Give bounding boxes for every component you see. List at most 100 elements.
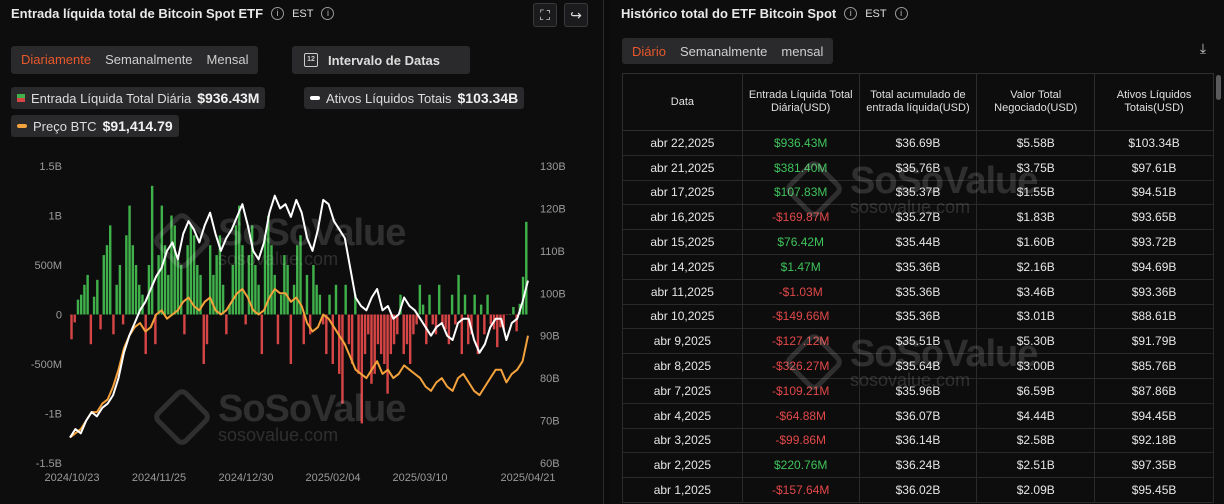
inflow-bar xyxy=(99,314,102,330)
inflow-bar xyxy=(502,314,505,330)
tab-weekly[interactable]: Semanalmente xyxy=(679,44,768,59)
cell-date: abr 8,2025 xyxy=(622,353,743,379)
inflow-bar xyxy=(150,185,154,315)
inflow-bar xyxy=(186,245,189,315)
inflow-bar xyxy=(476,314,480,355)
table-row: abr 2,2025 $220.76M $36.24B $2.51B $97.35B xyxy=(622,452,1214,479)
inflow-bar xyxy=(170,215,173,315)
inflow-bar xyxy=(83,284,86,315)
info-icon[interactable]: i xyxy=(844,7,858,20)
inflow-bar xyxy=(270,245,273,315)
inflow-bar xyxy=(415,314,418,325)
tab-daily[interactable]: Diariamente xyxy=(21,52,92,67)
inflow-bar xyxy=(86,274,89,315)
cell-assets: $88.61B xyxy=(1094,304,1214,330)
tab-weekly[interactable]: Semanalmente xyxy=(105,52,193,67)
cell-date: abr 3,2025 xyxy=(622,428,743,454)
cell-date: abr 17,2025 xyxy=(622,180,743,206)
inflow-bar xyxy=(408,314,412,364)
inflow-bar xyxy=(134,265,138,315)
inflow-bar xyxy=(163,245,167,315)
inflow-bar xyxy=(402,314,405,355)
header-value-traded[interactable]: Valor Total Negociado(USD) xyxy=(976,73,1096,131)
cell-traded: $2.58B xyxy=(976,428,1096,454)
cell-daily-inflow: -$1.03M xyxy=(741,279,860,305)
inflow-bar xyxy=(321,314,325,325)
inflow-bar xyxy=(347,314,351,345)
legend-inflow[interactable]: Entrada Líquida Total Diária $936.43M xyxy=(11,87,266,109)
legend-assets[interactable]: Ativos Líquidos Totais $103.34B xyxy=(304,87,525,109)
inflow-bar xyxy=(508,314,512,315)
inflow-bar xyxy=(344,284,347,315)
tab-monthly[interactable]: mensal xyxy=(781,44,824,59)
right-axis-tick-label: 60B xyxy=(540,458,560,470)
table-row: abr 17,2025 $107.83M $35.37B $1.55B $94.51B xyxy=(622,180,1214,206)
cell-date: abr 9,2025 xyxy=(622,328,743,355)
inflow-chart[interactable]: 1.5B 1B 500M 0 -500M -1B -1.5B 130B 120B 110B 100B… xyxy=(0,150,604,504)
cell-cumulative: $36.07B xyxy=(858,403,978,429)
cell-daily-inflow: $936.43M xyxy=(741,130,860,156)
header-date[interactable]: Data xyxy=(622,73,743,131)
legend-btc[interactable]: Preço BTC $91,414.79 xyxy=(11,115,179,137)
cell-cumulative: $35.76B xyxy=(858,155,978,181)
inflow-bar xyxy=(405,314,409,345)
cell-assets: $94.45B xyxy=(1094,403,1214,429)
inflow-bar xyxy=(479,304,483,315)
table-scrollbar[interactable] xyxy=(1216,75,1221,100)
inflow-bar xyxy=(228,304,231,315)
inflow-bar xyxy=(431,314,434,325)
inflow-bar xyxy=(392,314,396,345)
table-row: abr 10,2025 -$149.66M $35.36B $3.01B $88.61B xyxy=(622,304,1214,330)
left-axis-tick-label: 1B xyxy=(49,211,62,223)
header-daily-inflow[interactable]: Entrada Líquida Total Diária(USD) xyxy=(741,73,860,131)
inflow-bar xyxy=(260,314,264,355)
cell-cumulative: $35.36B xyxy=(858,304,978,330)
x-axis-tick-label: 2024/10/23 xyxy=(44,472,99,484)
share-icon[interactable]: ↪ xyxy=(564,3,588,27)
inflow-bar xyxy=(334,284,338,315)
inflow-bar xyxy=(373,314,376,374)
cell-daily-inflow: -$99.86M xyxy=(741,428,860,454)
table-row: abr 7,2025 -$109.21M $35.96B $6.59B $87.86B xyxy=(622,378,1214,404)
inflow-bar xyxy=(73,314,76,323)
date-range-label: Intervalo de Datas xyxy=(328,52,440,68)
inflow-bar xyxy=(367,314,370,335)
cell-cumulative: $35.36B xyxy=(858,254,978,280)
inflow-bar xyxy=(399,294,402,315)
inflow-bar xyxy=(273,274,276,315)
cell-assets: $93.65B xyxy=(1094,204,1214,231)
inflow-bar xyxy=(499,314,502,328)
inflow-bar xyxy=(218,235,222,315)
timezone-info-icon[interactable]: i xyxy=(894,7,908,20)
table-period-tabs: Diário Semanalmente mensal xyxy=(622,38,834,64)
inflow-bar xyxy=(454,314,457,325)
cell-daily-inflow: -$64.88M xyxy=(741,403,860,429)
inflow-bar xyxy=(276,314,280,345)
right-axis-tick-label: 70B xyxy=(540,416,560,428)
tab-daily[interactable]: Diário xyxy=(632,44,666,59)
inflow-bar xyxy=(447,314,451,345)
cell-date: abr 21,2025 xyxy=(622,155,743,181)
timezone-info-icon[interactable]: i xyxy=(321,7,335,20)
inflow-bar xyxy=(434,314,438,335)
fullscreen-icon[interactable]: ⛶ xyxy=(533,3,557,27)
info-icon[interactable]: i xyxy=(271,7,285,20)
header-net-assets[interactable]: Ativos Líquidos Totais(USD) xyxy=(1094,73,1214,131)
cell-date: abr 15,2025 xyxy=(622,229,743,255)
cell-daily-inflow: -$326.27M xyxy=(741,353,860,379)
inflow-bar xyxy=(225,314,228,335)
header-cumulative-inflow[interactable]: Total acumulado de entrada líquida(USD) xyxy=(858,73,978,131)
cell-assets: $92.18B xyxy=(1094,428,1214,454)
tab-monthly[interactable]: Mensal xyxy=(206,52,249,67)
cell-cumulative: $36.69B xyxy=(858,130,978,156)
date-range-button[interactable]: 12 Intervalo de Datas xyxy=(292,46,470,74)
download-icon[interactable]: ⤓ xyxy=(1199,40,1207,56)
table-row: abr 14,2025 $1.47M $35.36B $2.16B $94.69B xyxy=(622,254,1214,280)
inflow-bar xyxy=(244,314,247,325)
inflow-bar xyxy=(79,294,83,315)
cell-daily-inflow: $107.83M xyxy=(741,180,860,206)
inflow-bar xyxy=(370,314,373,384)
inflow-bar xyxy=(279,294,283,315)
inflow-bar xyxy=(418,284,422,315)
cell-date: abr 7,2025 xyxy=(622,378,743,404)
